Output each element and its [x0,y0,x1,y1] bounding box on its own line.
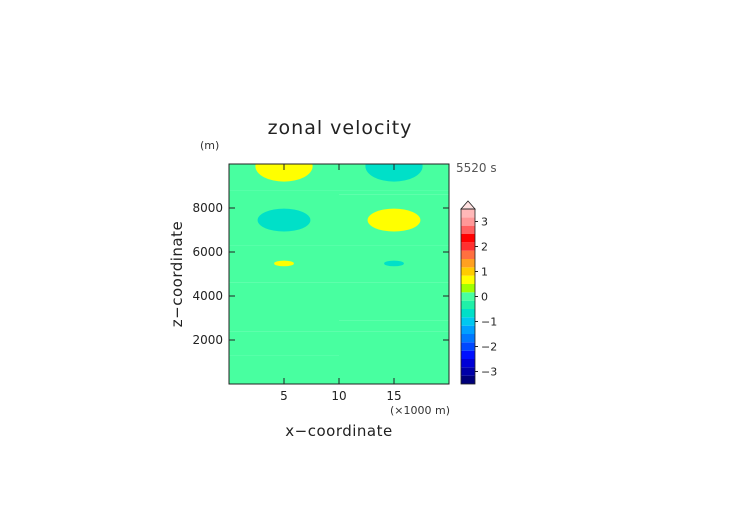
colorbar: −3 −2 −1 0 1 2 3 [460,200,497,385]
contour-feature-1 [365,164,423,182]
y-axis: 2000 4000 6000 8000 [192,201,449,347]
colorbar-bin [461,317,475,326]
y-tick-label: 4000 [192,289,223,303]
contour-band-8 [339,331,449,351]
colorbar-bin [461,342,475,351]
colorbar-tick-label: −3 [481,366,497,379]
colorbar-bin [461,367,475,376]
colorbar-bin [461,242,475,251]
contour-feature-0 [255,164,313,182]
colorbar-tick-label: 2 [481,241,488,254]
colorbar-tick-label: 3 [481,216,488,229]
colorbar-bin [461,250,475,259]
colorbar-extend-arrow [460,200,476,210]
colorbar-bin [461,334,475,343]
contour-feature-2 [257,208,311,232]
contour-feature-3 [367,208,421,232]
contour-band-2 [229,318,339,332]
colorbar-bin [461,217,475,226]
colorbar-bin [461,267,475,276]
x-tick-label: 5 [280,389,288,403]
y-tick-label: 8000 [192,201,223,215]
x-tick-label: 10 [331,389,346,403]
contour-band-10 [339,282,449,321]
x-axis: 5 10 15 [280,164,402,403]
y-unit-label: (m) [200,139,219,152]
chart-title: zonal velocity [268,117,413,139]
colorbar-bin [461,350,475,359]
colorbar-tick-label: 0 [481,291,488,304]
contour-band-9 [339,320,449,332]
contour-band-1 [229,331,339,356]
colorbar-tick-label: −1 [481,316,497,329]
colorbar-bin [461,259,475,268]
contour-band-3 [229,282,339,318]
colorbar-bin [461,234,475,243]
colorbar-tick-label: 1 [481,266,488,279]
plot-area [229,164,449,384]
colorbar-bin [461,375,475,384]
colorbar-bin [461,359,475,368]
colorbar-bin [461,225,475,234]
y-axis-label: z−coordinate [168,221,186,327]
y-tick-label: 6000 [192,245,223,259]
colorbar-bin [461,275,475,284]
colorbar-bin [461,309,475,318]
colorbar-bin [461,325,475,334]
colorbar-bin [461,209,475,218]
contour-band-13 [339,190,449,195]
colorbar-bin [461,300,475,309]
colorbar-bin [461,284,475,293]
y-tick-label: 2000 [192,333,223,347]
colorbar-bin [461,292,475,301]
contour-feature-4 [274,260,294,267]
time-label: 5520 s [456,161,497,175]
contour-feature-5 [384,260,404,267]
colorbar-tick-label: −2 [481,341,497,354]
x-tick-label: 15 [386,389,401,403]
x-unit-label: (×1000 m) [390,404,450,417]
x-axis-label: x−coordinate [285,422,392,440]
